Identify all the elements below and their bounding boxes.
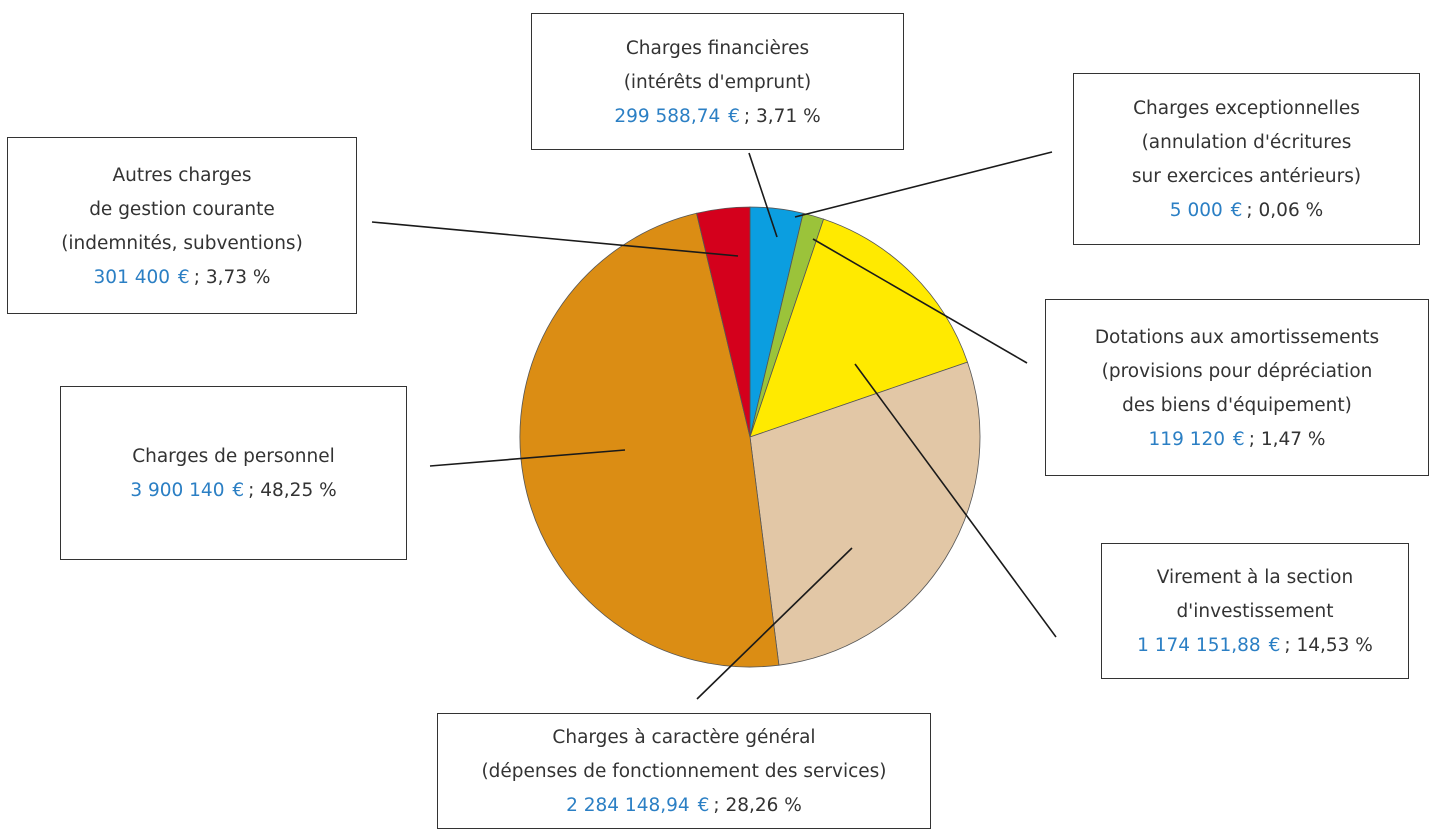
- slice-charges-caractere-general: [749, 361, 981, 666]
- euro-symbol: €: [177, 266, 190, 288]
- slice-amount: 5 000: [1169, 200, 1229, 221]
- slice-label-text: Virement à la section: [1156, 567, 1354, 588]
- label-box-autres-charges-gestion-courante: Autres charges de gestion courante (indemn…: [7, 137, 357, 314]
- slice-label-text: (provisions pour dépréciation: [1101, 360, 1373, 382]
- slice-amount: 299 588,74: [614, 105, 727, 127]
- euro-symbol: €: [1230, 200, 1243, 221]
- leader-lines: [371, 151, 1057, 700]
- slice-percent: ; 0,06 %: [1246, 200, 1324, 221]
- slice-label-text: Charges exceptionnelles: [1133, 98, 1360, 119]
- slice-percent: ; 48,25 %: [248, 480, 337, 501]
- slice-label-text: (indemnités, subventions): [61, 232, 303, 254]
- leader-line-dotations-amortissements: [812, 238, 1028, 364]
- slice-label-text: Charges de personnel: [132, 446, 335, 467]
- label-box-charges-exceptionnelles: Charges exceptionnelles (annulation d'écr…: [1073, 73, 1420, 245]
- label-box-charges-financieres: Charges financières (intérêts d'emprunt) 2…: [531, 13, 904, 150]
- slice-amount: 119 120: [1148, 428, 1231, 450]
- slice-amount: 2 284 148,94: [566, 795, 696, 816]
- slice-percent: ; 14,53 %: [1284, 635, 1373, 656]
- slice-label-text: Dotations aux amortissements: [1094, 326, 1380, 348]
- slice-label-text: sur exercices antérieurs): [1131, 166, 1362, 187]
- euro-symbol: €: [1268, 635, 1281, 656]
- slice-label-text: (annulation d'écritures: [1141, 132, 1352, 153]
- slice-autres-charges-gestion-courante: [696, 206, 751, 438]
- slice-virement-section-investissement: [749, 218, 968, 438]
- euro-symbol: €: [728, 105, 740, 127]
- slice-value-line: 1 174 151,88 €; 14,53 %: [1102, 629, 1408, 663]
- pie-slices: [519, 206, 981, 668]
- slice-label-text: de gestion courante: [89, 198, 275, 220]
- euro-symbol: €: [232, 480, 245, 501]
- slice-amount: 301 400: [93, 266, 176, 288]
- label-box-charges-caractere-general: Charges à caractère général (dépenses de …: [437, 713, 931, 829]
- slice-amount: 1 174 151,88: [1137, 635, 1267, 656]
- slice-label-text: (intérêts d'emprunt): [623, 71, 812, 93]
- slice-label-text: des biens d'équipement): [1122, 394, 1352, 416]
- euro-symbol: €: [697, 795, 710, 816]
- slice-label-text: Charges financières: [625, 37, 810, 59]
- leader-line-charges-personnel: [429, 449, 626, 467]
- leader-line-autres-charges-gestion-courante: [371, 221, 739, 257]
- slice-value-line: 301 400 €; 3,73 %: [8, 261, 356, 295]
- slice-percent: ; 1,47 %: [1248, 428, 1326, 450]
- slice-value-line: 299 588,74 €; 3,71 %: [532, 100, 903, 134]
- label-box-virement-section-investissement: Virement à la section d'investissement 1 1…: [1101, 543, 1409, 679]
- leader-line-charges-exceptionnelles: [794, 151, 1053, 218]
- leader-line-charges-financieres: [748, 152, 778, 238]
- slice-percent: ; 3,71 %: [743, 105, 821, 127]
- slice-value-line: 5 000 €; 0,06 %: [1074, 194, 1419, 228]
- slice-label-text: d'investissement: [1176, 601, 1334, 622]
- slice-value-line: 2 284 148,94 €; 28,26 %: [438, 789, 930, 823]
- slice-label-text: Autres charges: [112, 164, 252, 186]
- euro-symbol: €: [1232, 428, 1245, 450]
- leader-line-charges-caractere-general: [696, 547, 853, 700]
- slice-label-text: Charges à caractère général: [552, 727, 816, 748]
- label-box-charges-personnel: Charges de personnel 3 900 140 €; 48,25 %: [60, 386, 407, 560]
- label-box-dotations-amortissements: Dotations aux amortissements (provisions …: [1045, 299, 1429, 476]
- slice-charges-personnel: [519, 212, 780, 668]
- slice-percent: ; 3,73 %: [193, 266, 271, 288]
- slice-percent: ; 28,26 %: [713, 795, 802, 816]
- slice-amount: 3 900 140: [130, 480, 231, 501]
- slice-label-text: (dépenses de fonctionnement des services…: [481, 761, 887, 782]
- leader-line-virement-section-investissement: [854, 363, 1057, 638]
- slice-value-line: 119 120 €; 1,47 %: [1046, 423, 1428, 457]
- slice-value-line: 3 900 140 €; 48,25 %: [61, 474, 406, 508]
